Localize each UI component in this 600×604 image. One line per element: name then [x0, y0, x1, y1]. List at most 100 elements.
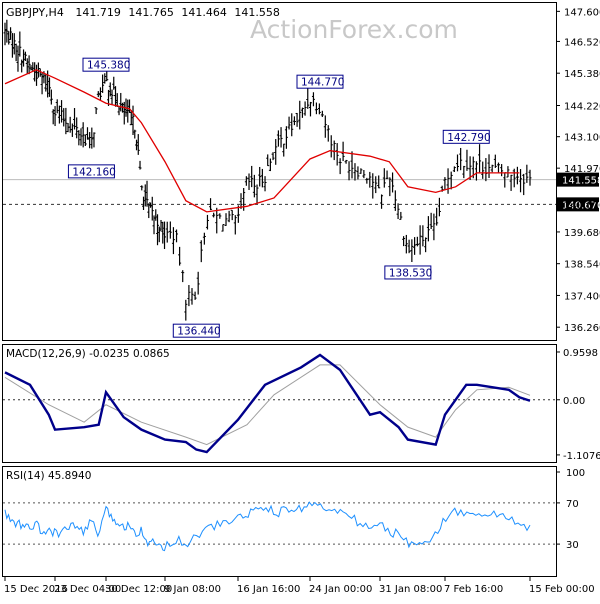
- ohlc-bar: [356, 166, 360, 180]
- ohlc-bar: [481, 161, 485, 179]
- ohlc-bar: [449, 171, 453, 190]
- ohlc-bar: [279, 127, 283, 148]
- ohlc-bar: [371, 173, 375, 199]
- ohlc-bar: [27, 55, 31, 75]
- ohlc-bar: [456, 154, 460, 172]
- rsi-axis-label: 30: [566, 540, 579, 551]
- ohlc-bar: [368, 171, 372, 188]
- ohlc-bar: [16, 45, 20, 72]
- ohlc-bar: [70, 123, 74, 137]
- ohlc-bar: [150, 196, 154, 221]
- ohlc-bar: [452, 166, 456, 173]
- price-panel-frame: [2, 2, 557, 341]
- ohlc-bar: [290, 113, 294, 137]
- rsi-layer: [3, 501, 556, 552]
- price-annotation-box: [82, 57, 130, 72]
- ohlc-bar: [429, 212, 433, 229]
- ohlc-bar: [509, 174, 513, 191]
- rsi-axis-label: 100: [566, 468, 585, 479]
- ohlc-bar: [308, 101, 312, 117]
- ohlc-bar: [236, 205, 240, 223]
- ohlc-bar: [426, 216, 430, 242]
- price-axis-label: 143.100: [564, 133, 600, 144]
- low-value: 141.464: [181, 6, 227, 19]
- price-axis-label: 145.380: [564, 69, 600, 80]
- ohlc-bar: [178, 246, 182, 266]
- ohlc-bar: [57, 105, 61, 124]
- ohlc-bar: [221, 224, 225, 232]
- ohlc-bar: [385, 170, 389, 180]
- ohlc-bar: [496, 162, 500, 173]
- ohlc-bar: [7, 31, 11, 45]
- ohlc-bar: [90, 127, 94, 149]
- ohlc-bar: [168, 221, 172, 239]
- x-axis-label: 24 Jan 00:00: [309, 584, 372, 595]
- ohlc-bar: [209, 198, 213, 211]
- ohlc-bar: [320, 110, 324, 118]
- open-value: 141.719: [75, 6, 121, 19]
- ohlc-bar: [154, 209, 158, 221]
- ohlc-bar: [190, 288, 194, 305]
- ohlc-bar: [263, 176, 267, 192]
- ohlc-bar: [362, 170, 366, 179]
- ohlc-bar: [515, 166, 519, 185]
- ohlc-bar: [255, 184, 259, 204]
- price-axis-label: 138.540: [564, 260, 600, 271]
- ohlc-bar: [147, 203, 151, 219]
- ohlc-bar: [175, 229, 179, 243]
- ohlc-bar: [437, 197, 441, 217]
- ohlc-bar: [512, 168, 516, 188]
- macd-axis-label: -1.1076: [563, 451, 600, 462]
- ohlc-bar: [522, 173, 526, 196]
- ohlc-bar: [143, 184, 147, 207]
- ohlc-bar: [73, 108, 77, 130]
- ohlc-bar: [187, 285, 191, 307]
- ohlc-bar: [62, 108, 66, 127]
- ohlc-bar: [161, 221, 165, 244]
- ohlc-bar: [230, 209, 234, 221]
- ohlc-bar: [105, 71, 109, 82]
- price-annotation-box: [172, 323, 220, 338]
- ohlc-bar: [184, 299, 188, 321]
- ohlc-bar: [344, 159, 348, 164]
- ohlc-bar: [64, 107, 68, 135]
- ohlc-bar: [484, 158, 488, 182]
- price-annotation-box: [442, 129, 490, 144]
- ohlc-bar: [88, 132, 92, 149]
- price-annotation-label: 142.790: [447, 132, 490, 144]
- ohlc-bar: [12, 33, 16, 55]
- x-axis-label: 15 Dec 2016: [4, 584, 68, 595]
- macd-axis-label: 0.00: [563, 396, 585, 407]
- ohlc-bar: [490, 164, 494, 173]
- ohlc-bar: [335, 143, 339, 166]
- ohlc-bar: [388, 177, 392, 197]
- ohlc-bar: [85, 127, 89, 140]
- ohlc-bar: [252, 174, 256, 198]
- ohlc-bar: [268, 158, 272, 172]
- ohlc-bar: [487, 154, 491, 178]
- ohlc-bar: [239, 193, 243, 209]
- ohlc-bar: [396, 203, 400, 220]
- rsi-panel-frame: [2, 466, 557, 577]
- symbol-label: GBPJPY,H4: [6, 6, 64, 19]
- ohlc-bar: [415, 236, 419, 247]
- ohlc-bar: [300, 107, 304, 118]
- ohlc-bar: [443, 177, 447, 191]
- ohlc-bar: [66, 123, 70, 133]
- ohlc-bar: [399, 211, 403, 220]
- ohlc-bar: [181, 270, 185, 283]
- ohlc-bar: [468, 156, 472, 180]
- last-price-tag: [557, 172, 599, 187]
- ohlc-bar: [432, 213, 436, 241]
- ohlc-bar: [108, 82, 112, 97]
- ohlc-bar: [25, 58, 29, 74]
- ohlc-bar: [196, 271, 200, 295]
- ohlc-bar: [29, 65, 33, 71]
- close-value: 141.558: [234, 6, 280, 19]
- macd-panel-frame: [2, 344, 557, 463]
- ohlc-bar: [391, 172, 395, 193]
- ohlc-bar: [382, 168, 386, 188]
- price-axis-label: 147.600: [564, 7, 600, 18]
